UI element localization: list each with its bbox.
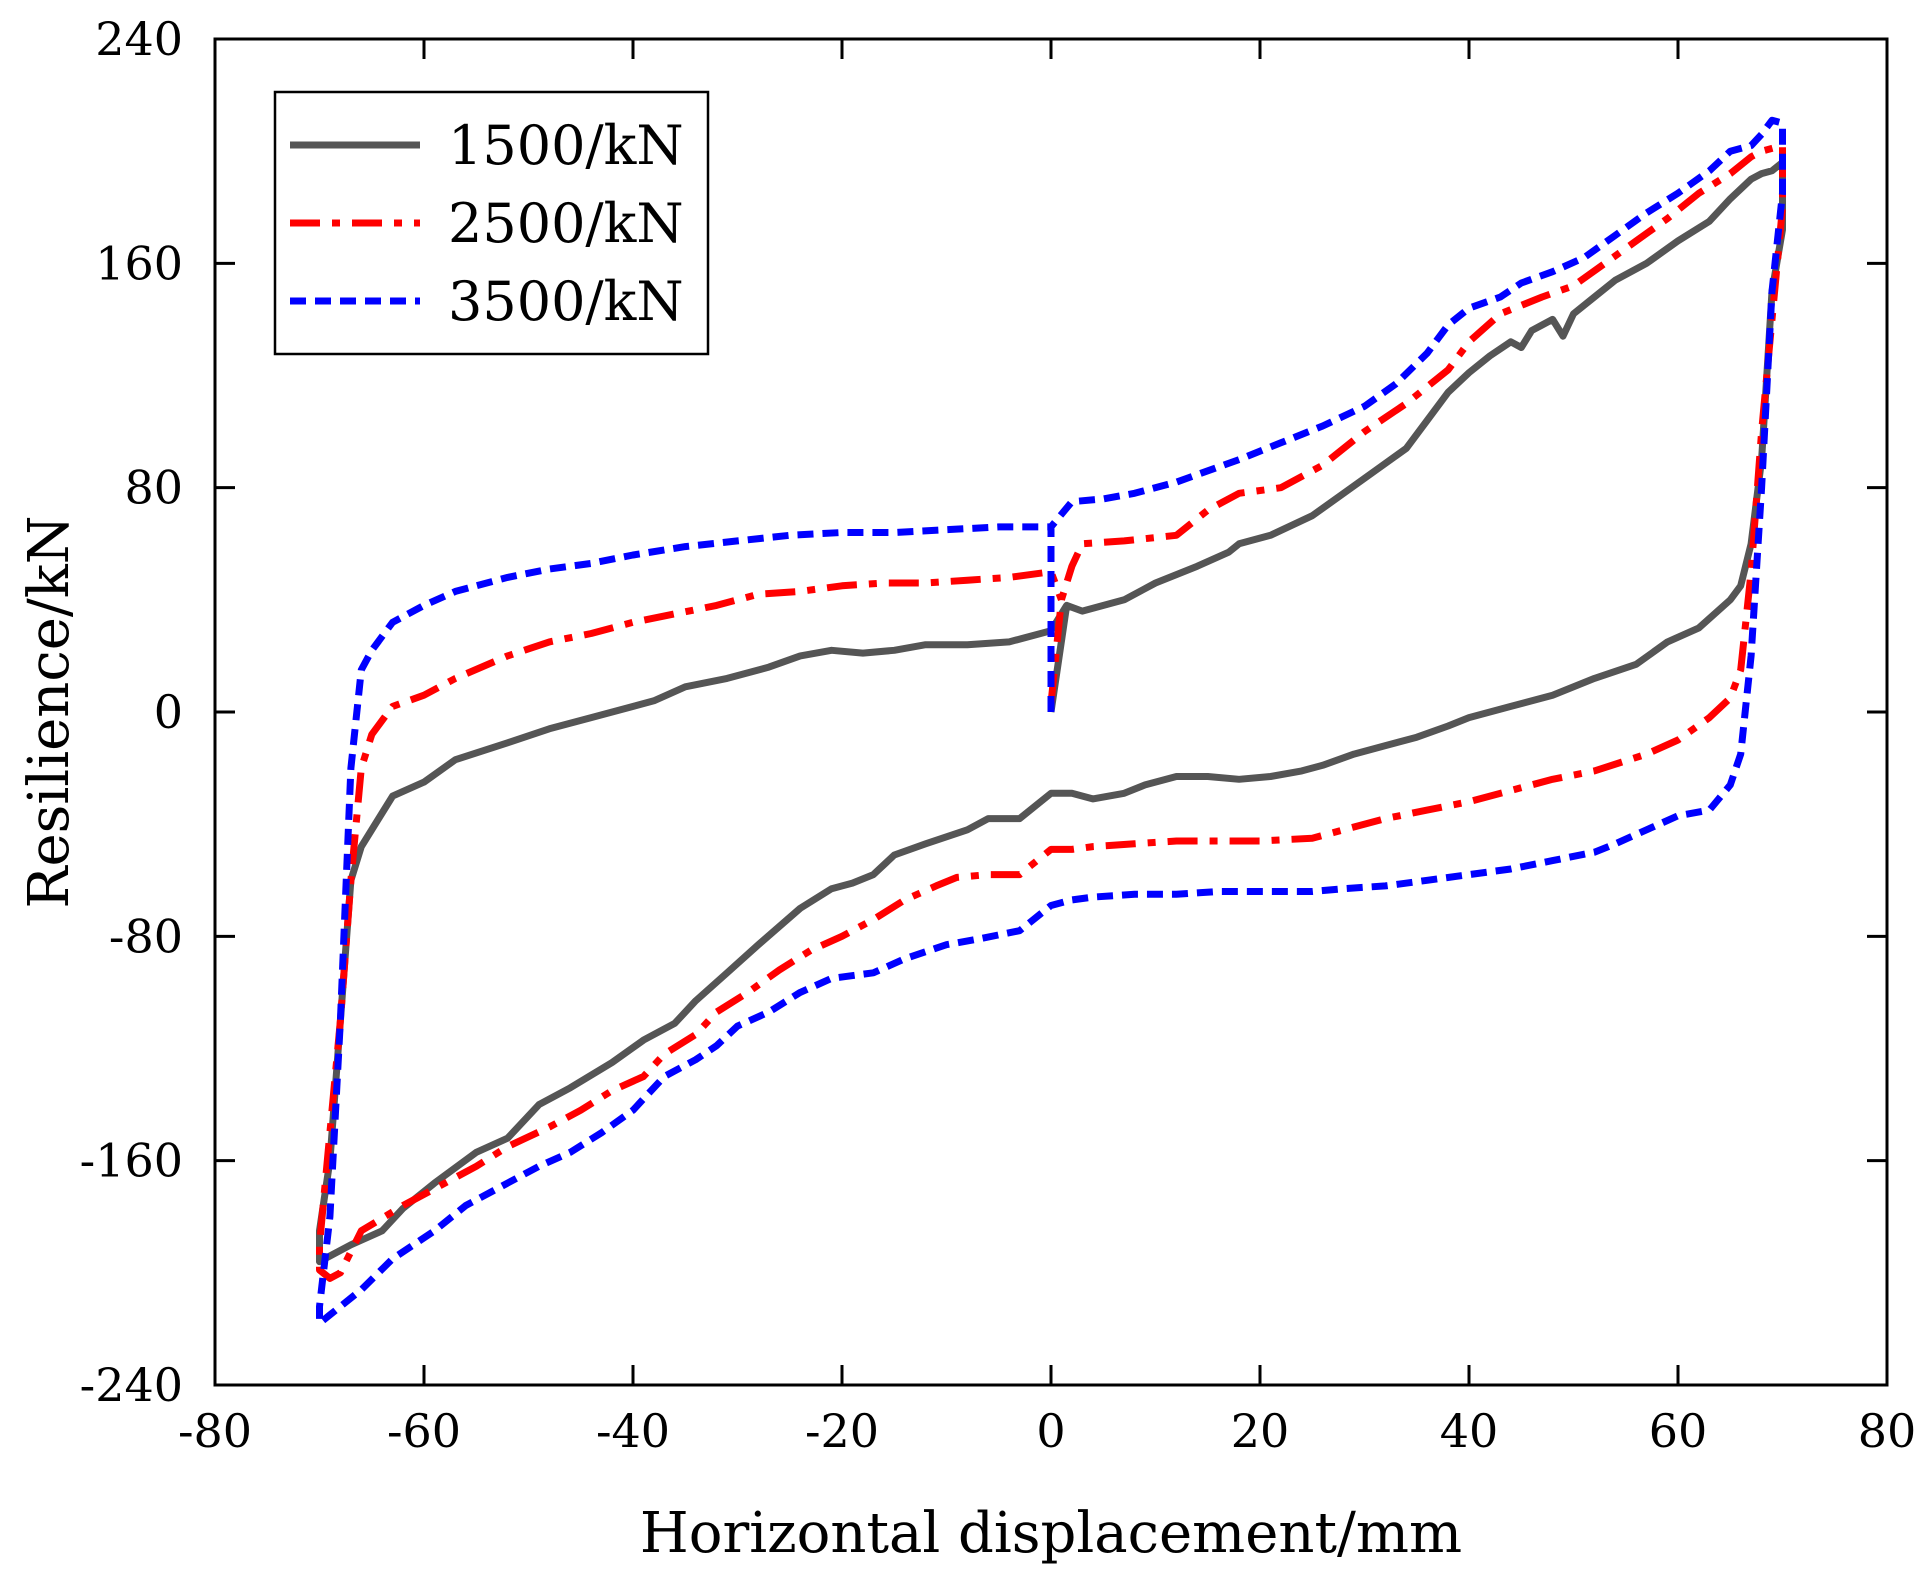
legend: 1500/kN 2500/kN 3500/kN xyxy=(273,90,710,356)
x-tick-label: 60 xyxy=(1649,1404,1708,1458)
y-axis-title: Resilience/kN xyxy=(17,515,82,908)
y-tick-label: 80 xyxy=(124,461,183,515)
plot-frame xyxy=(213,37,1889,1387)
series-line-1500-kn xyxy=(316,158,1786,1266)
y-tick-label: -160 xyxy=(80,1134,183,1188)
x-tick-label: -60 xyxy=(387,1404,461,1458)
y-tick-label: 240 xyxy=(95,12,183,66)
series-line-3500-kn xyxy=(316,116,1786,1327)
legend-label: 3500/kN xyxy=(448,270,684,333)
x-tick-label: -40 xyxy=(596,1404,670,1458)
series-lines xyxy=(316,116,1786,1327)
axis-ticks: -80 -60 -40 -20 0 20 40 60 80 -240 -160 -80 0 80 160 24… xyxy=(80,12,1917,1458)
x-tick-label: 0 xyxy=(1036,1404,1065,1458)
legend-label: 2500/kN xyxy=(448,192,684,255)
y-tick-label: 0 xyxy=(154,685,183,739)
x-tick-label: 40 xyxy=(1440,1404,1499,1458)
x-tick-label: 80 xyxy=(1858,1404,1917,1458)
y-tick-label: -240 xyxy=(80,1358,183,1412)
y-tick-label: -80 xyxy=(109,909,183,963)
legend-box xyxy=(273,90,710,356)
x-tick-label: 20 xyxy=(1231,1404,1290,1458)
legend-label: 1500/kN xyxy=(448,114,684,177)
series-line-2500-kn xyxy=(316,142,1786,1282)
x-tick-label: -20 xyxy=(805,1404,879,1458)
y-tick-label: 160 xyxy=(95,236,183,290)
x-tick-label: -80 xyxy=(178,1404,252,1458)
x-axis-title: Horizontal displacement/mm xyxy=(640,1501,1462,1566)
